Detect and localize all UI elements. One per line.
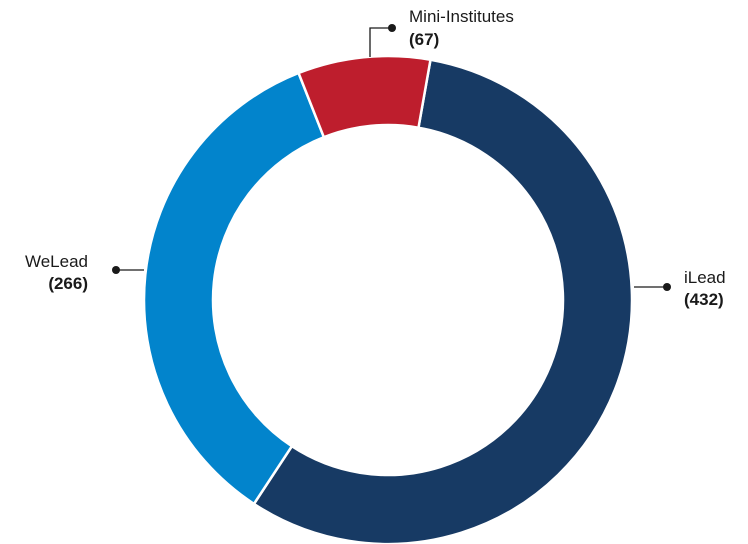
slice-ilead — [252, 58, 634, 544]
ilead-name: iLead — [684, 268, 726, 287]
label-ilead: iLead (432) — [634, 268, 726, 309]
label-mini-institutes: Mini-Institutes (67) — [369, 7, 514, 57]
donut-slices — [142, 54, 634, 544]
mini-institutes-name: Mini-Institutes — [409, 7, 514, 26]
mini-institutes-leader-line — [369, 27, 392, 57]
ilead-leader-dot — [663, 283, 671, 291]
mini-institutes-value: (67) — [409, 30, 439, 49]
ilead-value: (432) — [684, 290, 724, 309]
welead-leader-dot — [112, 266, 120, 274]
slice-welead — [142, 71, 326, 506]
mini-institutes-leader-dot — [388, 24, 396, 32]
slice-mini-institutes — [296, 54, 432, 139]
welead-name: WeLead — [25, 252, 88, 271]
label-welead: WeLead (266) — [25, 252, 144, 293]
welead-value: (266) — [48, 274, 88, 293]
